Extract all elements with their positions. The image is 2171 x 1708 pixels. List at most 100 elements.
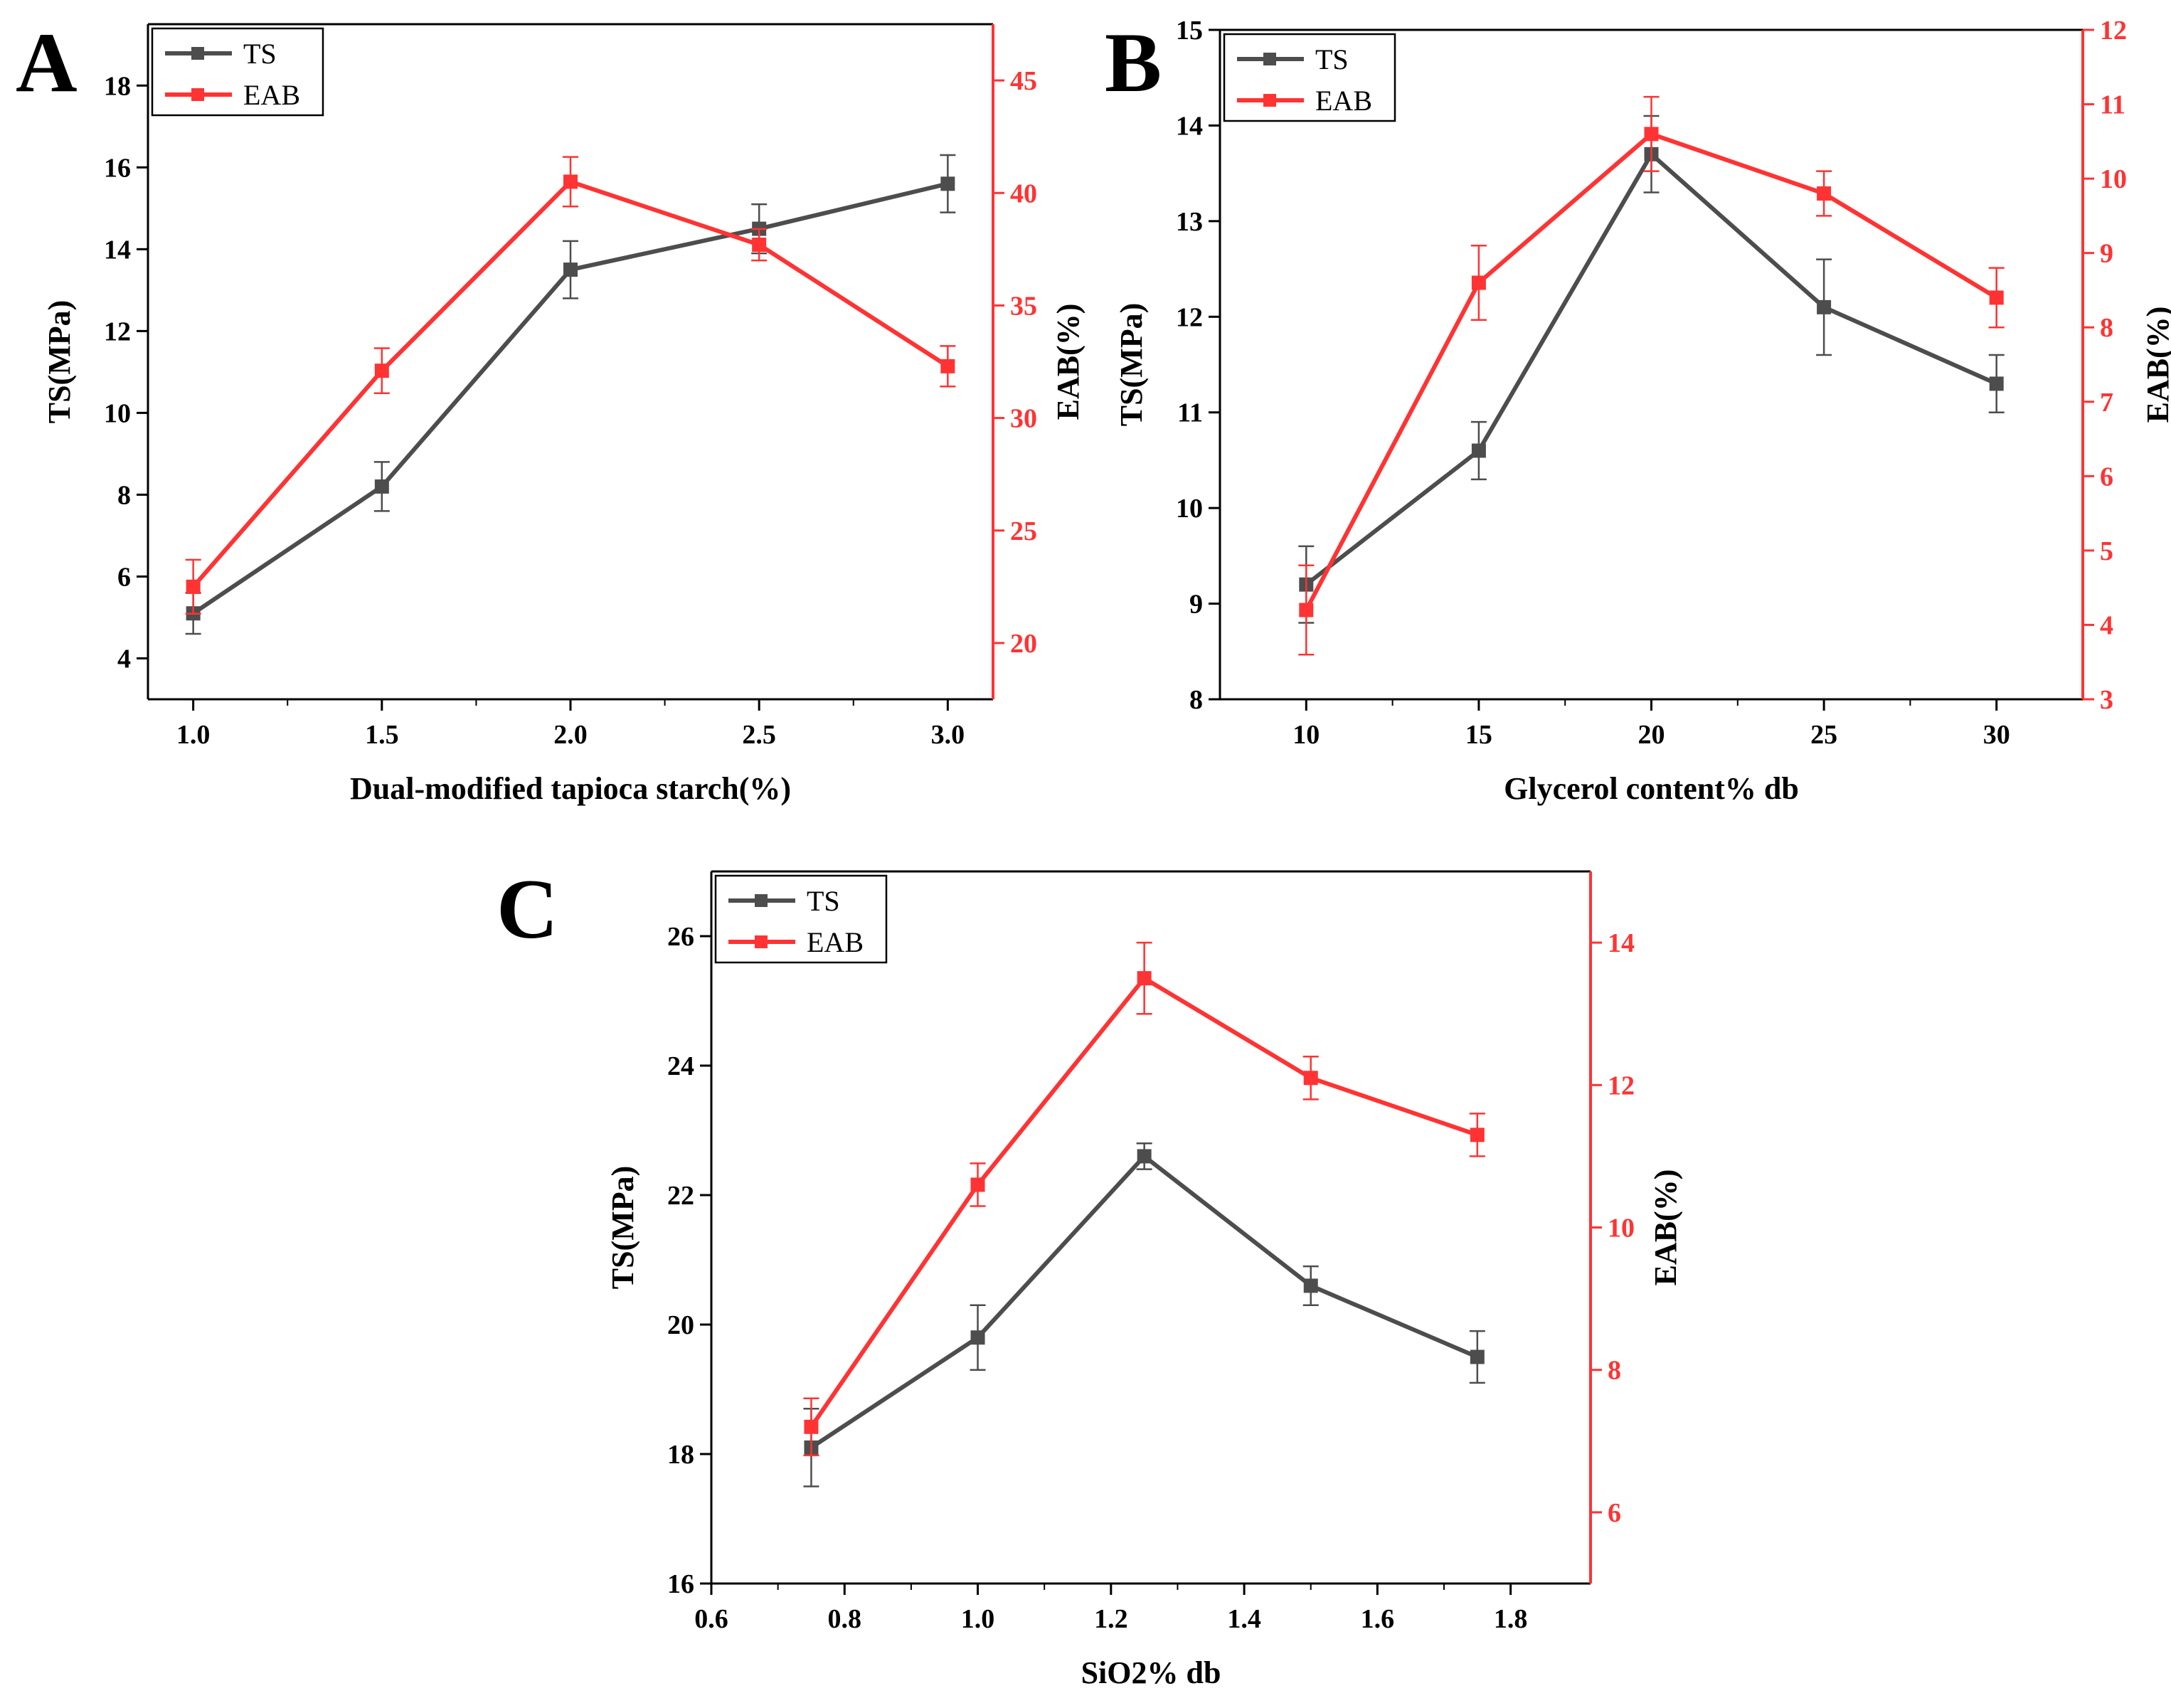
right-y-tick-label: 12 [1608,1071,1635,1100]
data-point-eab [186,579,201,594]
x-tick-label: 30 [1983,720,2010,750]
left-y-tick-label: 9 [1189,590,1203,620]
x-tick-label: 1.0 [176,720,211,750]
right-y-tick-label: 40 [1010,179,1037,208]
right-y-axis-title: EAB(%) [1648,1169,1683,1286]
left-y-tick-label: 18 [667,1440,694,1470]
data-point-ts [1989,376,2004,391]
x-tick-label: 10 [1292,720,1320,750]
left-y-tick-label: 16 [667,1569,694,1599]
chart-panels: A1.0 1.5 2.0 2.5 3.0468101214161820253035404… [16,15,2171,1690]
series-eab [803,941,1485,1457]
data-point-ts [1137,1149,1152,1164]
x-tick-label: 1.6 [1361,1604,1395,1634]
x-axis-title: Dual-modified tapioca starch(%) [350,771,791,806]
legend-swatch-marker [755,935,768,948]
left-y-tick-label: 24 [667,1051,694,1081]
right-y-tick-label: 6 [1608,1498,1621,1528]
x-tick-label: 1.5 [365,720,399,750]
right-y-tick-label: 6 [2100,462,2113,492]
left-y-tick-label: 8 [1189,685,1203,715]
x-tick-label: 25 [1810,720,1837,750]
left-y-tick-label: 15 [1176,16,1203,46]
right-y-tick-label: 9 [2100,239,2113,269]
data-point-eab [374,364,389,378]
series-eab [185,156,956,615]
data-point-eab [1303,1071,1318,1086]
legend-label-eab: EAB [1315,85,1372,117]
legend: TS EAB [151,27,324,117]
right-y-tick-label: 25 [1010,516,1037,546]
left-y-tick-label: 8 [117,480,131,510]
right-y-tick-label: 45 [1010,66,1037,96]
right-y-tick-label: 8 [1608,1356,1621,1386]
x-tick-label: 1.4 [1227,1604,1261,1634]
left-y-tick-label: 14 [1176,111,1203,141]
panel-b: B 10 15 20 25 30 8 9 10 11 12 13 14 15 3 4 5 6 7 8 9 10 11 12 Gl… [1105,15,2171,806]
left-y-tick-label: 6 [117,562,131,592]
legend-label-eab: EAB [807,926,864,958]
x-tick-label: 3.0 [931,720,965,750]
legend-swatch-marker [1263,94,1276,107]
right-y-axis-title: EAB(%) [2140,307,2171,423]
data-point-eab [1137,971,1152,986]
left-y-tick-label: 11 [1177,398,1203,428]
right-y-tick-label: 4 [2100,610,2113,640]
data-point-ts [563,262,578,277]
legend-label-eab: EAB [243,79,300,111]
series-line-eab [809,975,1478,1428]
left-y-tick-label: 22 [667,1181,694,1211]
data-point-eab [1470,1128,1485,1142]
x-tick-label: 1.2 [1094,1604,1128,1634]
left-y-axis-title: TS(MPa) [42,300,77,424]
data-point-eab [970,1177,985,1192]
left-y-axis-title: TS(MPa) [605,1166,640,1290]
legend: TS EAB [1223,33,1396,122]
data-point-ts [1470,1349,1485,1364]
panel-c: C 0.6 0.8 1.0 1.2 1.4 1.6 1.8 16 18 20 22 24 26 6 8 10 12… [497,861,1683,1690]
legend-swatch-marker [755,894,768,907]
x-axis-title: SiO2% db [1081,1655,1221,1690]
data-point-eab [1817,186,1832,201]
left-y-tick-label: 12 [104,317,131,346]
left-y-tick-label: 13 [1176,207,1203,237]
left-y-tick-label: 16 [104,153,131,183]
panel-letter: C [497,861,558,956]
legend-box [151,27,324,117]
legend-label-ts: TS [807,885,840,917]
series-eab [1298,95,2005,656]
data-point-eab [752,238,767,253]
series-line-ts [810,1153,1478,1450]
data-point-ts [1471,443,1486,458]
left-y-tick-label: 10 [1176,494,1203,524]
x-tick-label: 15 [1465,720,1492,750]
data-point-eab [563,174,578,189]
panel-letter: B [1105,15,1162,110]
right-y-tick-label: 11 [2100,90,2125,120]
series-line-ts [1305,151,1997,587]
left-y-tick-label: 14 [104,235,131,265]
series-ts [803,1142,1485,1487]
panel-letter: A [16,15,78,110]
left-y-tick-label: 26 [667,922,694,952]
panel-a: A 1.0 1.5 2.0 2.5 3.0 4 6 8 10 12 14 16 18 20 25 30 35 40 4… [16,15,1086,806]
data-point-ts [970,1330,985,1345]
data-point-eab [1644,127,1659,142]
data-point-ts [1817,299,1832,314]
series-line-eab [1304,131,1998,611]
data-point-eab [1471,275,1486,290]
right-y-tick-label: 14 [1608,928,1635,958]
legend-box [714,874,888,964]
x-tick-label: 2.5 [742,720,776,750]
right-y-tick-label: 20 [1010,629,1037,659]
right-y-tick-label: 30 [1010,404,1037,434]
left-y-axis-title: TS(MPa) [1114,303,1149,427]
legend-swatch-marker [191,88,204,101]
left-y-tick-label: 10 [104,398,131,428]
series-ts [185,154,956,635]
x-tick-label: 1.8 [1494,1604,1528,1634]
data-point-ts [1303,1278,1318,1293]
data-point-eab [1299,603,1314,617]
data-point-eab [1989,290,2004,305]
right-y-tick-label: 8 [2100,313,2113,343]
